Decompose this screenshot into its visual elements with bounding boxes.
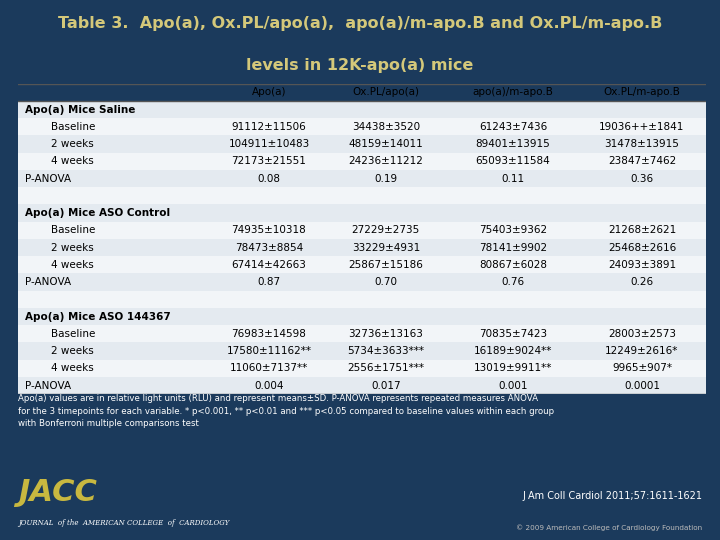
Text: 0.004: 0.004 [254,381,284,390]
Bar [18,308,706,325]
Text: 2556±1751***: 2556±1751*** [347,363,424,373]
Text: 0.017: 0.017 [371,381,400,390]
Bar [18,377,706,394]
Bar [18,222,706,239]
Text: Baseline: Baseline [25,329,95,339]
Text: 9965±907*: 9965±907* [612,363,672,373]
Text: 24236±11212: 24236±11212 [348,156,423,166]
Text: Ox.PL/m-apo.B: Ox.PL/m-apo.B [603,87,680,97]
Text: 0.08: 0.08 [258,173,281,184]
Text: 78141±9902: 78141±9902 [479,242,547,253]
Text: 27229±2735: 27229±2735 [352,225,420,235]
Text: 25468±2616: 25468±2616 [608,242,676,253]
Text: 75403±9362: 75403±9362 [479,225,547,235]
Text: Apo(a) Mice ASO Control: Apo(a) Mice ASO Control [25,208,170,218]
Bar [18,170,706,187]
Text: 0.70: 0.70 [374,277,397,287]
Text: 21268±2621: 21268±2621 [608,225,676,235]
Text: 2 weeks: 2 weeks [25,242,94,253]
Bar [18,256,706,273]
Bar [18,239,706,256]
Text: 0.87: 0.87 [258,277,281,287]
Text: Apo(a) Mice ASO 144367: Apo(a) Mice ASO 144367 [25,312,171,322]
Text: 31478±13915: 31478±13915 [605,139,680,149]
Bar [18,205,706,222]
Text: 11060±7137**: 11060±7137** [230,363,308,373]
Text: 5734±3633***: 5734±3633*** [347,346,424,356]
Text: 67414±42663: 67414±42663 [232,260,307,270]
Text: 24093±3891: 24093±3891 [608,260,676,270]
Text: J Am Coll Cardiol 2011;57:1611-1621: J Am Coll Cardiol 2011;57:1611-1621 [522,491,702,502]
Text: 4 weeks: 4 weeks [25,156,94,166]
Text: 4 weeks: 4 weeks [25,260,94,270]
Text: 16189±9024**: 16189±9024** [474,346,552,356]
Text: 32736±13163: 32736±13163 [348,329,423,339]
Bar [18,136,706,153]
Text: 0.19: 0.19 [374,173,397,184]
Text: 2 weeks: 2 weeks [25,346,94,356]
Text: 23847±7462: 23847±7462 [608,156,676,166]
Text: 0.26: 0.26 [631,277,654,287]
Text: 80867±6028: 80867±6028 [479,260,547,270]
Bar [18,153,706,170]
Text: 65093±11584: 65093±11584 [476,156,551,166]
Text: 33229±4931: 33229±4931 [352,242,420,253]
Text: 0.11: 0.11 [502,173,525,184]
Text: 2 weeks: 2 weeks [25,139,94,149]
Bar [18,273,706,291]
Text: 0.76: 0.76 [502,277,525,287]
Text: 76983±14598: 76983±14598 [232,329,307,339]
Text: 0.0001: 0.0001 [624,381,660,390]
Text: Apo(a) values are in relative light units (RLU) and represent means±SD. P-ANOVA : Apo(a) values are in relative light unit… [18,394,554,428]
Text: 78473±8854: 78473±8854 [235,242,303,253]
Text: 72173±21551: 72173±21551 [232,156,307,166]
Text: 104911±10483: 104911±10483 [228,139,310,149]
Text: Ox.PL/apo(a): Ox.PL/apo(a) [352,87,419,97]
Text: JOURNAL  of the  AMERICAN COLLEGE  of  CARDIOLOGY: JOURNAL of the AMERICAN COLLEGE of CARDI… [18,519,230,527]
Text: © 2009 American College of Cardiology Foundation: © 2009 American College of Cardiology Fo… [516,524,702,531]
Text: 48159±14011: 48159±14011 [348,139,423,149]
Text: Baseline: Baseline [25,225,95,235]
Bar [18,325,706,342]
Text: 74935±10318: 74935±10318 [232,225,306,235]
Text: Table 3.  Apo(a), Ox.PL/apo(a),  apo(a)/m-apo.B and Ox.PL/m-apo.B: Table 3. Apo(a), Ox.PL/apo(a), apo(a)/m-… [58,16,662,31]
Text: 91112±11506: 91112±11506 [232,122,306,132]
Text: P-ANOVA: P-ANOVA [25,173,71,184]
Text: Apo(a): Apo(a) [252,87,287,97]
Bar [18,291,706,308]
Text: 25867±15186: 25867±15186 [348,260,423,270]
Bar [18,187,706,205]
Text: 13019±9911**: 13019±9911** [474,363,552,373]
Text: levels in 12K-apo(a) mice: levels in 12K-apo(a) mice [246,58,474,73]
Bar [18,118,706,136]
Text: 34438±3520: 34438±3520 [352,122,420,132]
Text: 0.001: 0.001 [498,381,528,390]
Bar [18,360,706,377]
Text: P-ANOVA: P-ANOVA [25,381,71,390]
Text: apo(a)/m-apo.B: apo(a)/m-apo.B [472,87,554,97]
Text: 4 weeks: 4 weeks [25,363,94,373]
Text: 12249±2616*: 12249±2616* [606,346,679,356]
Text: P-ANOVA: P-ANOVA [25,277,71,287]
Text: 61243±7436: 61243±7436 [479,122,547,132]
Bar [18,342,706,360]
Text: JACC: JACC [18,478,97,507]
Text: Baseline: Baseline [25,122,95,132]
Text: 28003±2573: 28003±2573 [608,329,676,339]
Text: 19036++±1841: 19036++±1841 [599,122,685,132]
Bar [18,101,706,118]
Text: 0.36: 0.36 [631,173,654,184]
Text: Apo(a) Mice Saline: Apo(a) Mice Saline [25,105,135,114]
Text: 70835±7423: 70835±7423 [479,329,547,339]
Text: 89401±13915: 89401±13915 [476,139,551,149]
Text: 17580±11162**: 17580±11162** [227,346,312,356]
